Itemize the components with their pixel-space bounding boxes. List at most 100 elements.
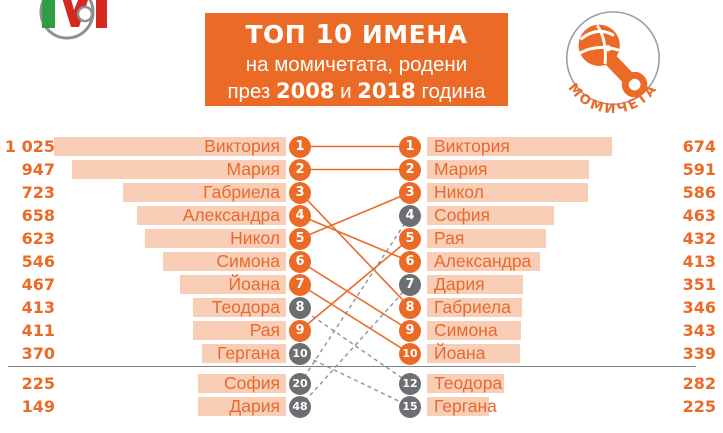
value-label-2018: 339 — [682, 344, 716, 363]
rank-circle-2008: 2 — [289, 158, 311, 181]
name-label: Никол — [230, 228, 280, 248]
top10-divider-line — [8, 366, 696, 367]
value-label-2018: 413 — [682, 252, 716, 271]
rank-circle-2018: 7 — [399, 273, 421, 296]
name-label: Габриела — [434, 297, 511, 317]
rank-circle-2008: 9 — [289, 319, 311, 342]
value-label-2018: 463 — [682, 206, 716, 225]
name-bar-2018: Рая — [427, 229, 546, 248]
name-label: Виктория — [434, 136, 510, 156]
value-label-2008: 467 — [21, 275, 55, 294]
rank-circle-2008: 20 — [289, 372, 311, 395]
value-label-2008: 723 — [21, 183, 55, 202]
name-bar-2018: Никол — [427, 183, 588, 202]
rank-link-solid — [299, 214, 411, 263]
name-bar-2018: Виктория — [427, 137, 612, 156]
name-label: Рая — [249, 320, 280, 340]
value-label-2018: 432 — [682, 229, 716, 248]
rank-link-solid — [299, 260, 411, 332]
value-label-2018: 674 — [682, 137, 716, 156]
year-2008: 2008 — [276, 79, 335, 103]
name-bar-2018: Теодора — [427, 374, 504, 393]
value-label-2008: 623 — [21, 229, 55, 248]
name-label: Виктория — [204, 136, 280, 156]
value-label-2008: 411 — [21, 321, 55, 340]
value-label-2018: 346 — [682, 298, 716, 317]
title-post: ИМЕНА — [352, 20, 468, 49]
name-label: София — [223, 373, 280, 393]
girls-badge: МОМИЧЕТА — [565, 11, 660, 117]
value-label-2008: 370 — [21, 344, 55, 363]
rank-circle-2008: 48 — [289, 395, 311, 418]
name-bar-2008: Никол — [145, 229, 286, 248]
value-label-2018: 586 — [682, 183, 716, 202]
name-bar-2008: Виктория — [54, 137, 286, 156]
name-label: Габриела — [203, 182, 280, 202]
rank-link-dashed — [299, 352, 411, 408]
name-bar-2008: Гергана — [202, 344, 286, 363]
value-label-2008: 947 — [21, 160, 55, 179]
rank-circle-2008: 10 — [289, 342, 311, 365]
rank-link-solid — [299, 283, 411, 355]
rank-circle-2008: 5 — [289, 227, 311, 250]
name-bar-2008: Рая — [193, 321, 286, 340]
rank-link-dashed — [299, 284, 411, 407]
name-label: Рая — [434, 228, 465, 248]
name-label: Александра — [182, 205, 280, 225]
rank-circle-2008: 1 — [289, 135, 311, 158]
name-label: Мария — [226, 159, 281, 179]
page-title: ТОП 10 ИМЕНА — [205, 18, 508, 52]
name-label: Никол — [434, 182, 484, 202]
value-label-2008: 413 — [21, 298, 55, 317]
value-label-2018: 225 — [682, 397, 716, 416]
name-label: Гергана — [434, 396, 497, 416]
name-bar-2008: Симона — [163, 252, 286, 271]
name-bar-2008: Мария — [72, 160, 286, 179]
rank-circle-2018: 1 — [399, 135, 421, 158]
value-label-2008: 1 025 — [4, 137, 55, 156]
rank-circle-2008: 4 — [289, 204, 311, 227]
rank-circle-2018: 9 — [399, 319, 421, 342]
rank-circle-2018: 8 — [399, 296, 421, 319]
value-label-2018: 591 — [682, 160, 716, 179]
name-bar-2008: Теодора — [193, 298, 286, 317]
name-label: Дария — [434, 274, 485, 294]
name-label: Теодора — [211, 297, 280, 317]
rank-link-solid — [299, 191, 411, 240]
rank-circle-2018: 15 — [399, 395, 421, 418]
name-bar-2008: Йоана — [180, 275, 286, 294]
rank-link-dashed — [299, 215, 411, 384]
rank-circle-2018: 12 — [399, 372, 421, 395]
name-bar-2018: Йоана — [427, 344, 520, 363]
rank-link-solid — [299, 191, 411, 309]
subtitle-line1: на момичетата, родени — [245, 53, 468, 76]
subtitle-line2: през 2008 и 2018 година — [227, 79, 486, 103]
title-pre: ТОП — [245, 20, 316, 49]
rank-circle-2018: 4 — [399, 204, 421, 227]
rank-circle-2018: 3 — [399, 181, 421, 204]
year-2018: 2018 — [357, 79, 416, 103]
name-label: София — [434, 205, 491, 225]
title-number: 10 — [315, 20, 353, 50]
name-bar-2018: Мария — [427, 160, 589, 179]
name-bar-2018: Гергана — [427, 397, 497, 416]
name-label: Дария — [229, 396, 280, 416]
logo-green-bar — [42, 0, 55, 28]
rank-circle-2008: 7 — [289, 273, 311, 296]
value-label-2018: 282 — [682, 374, 716, 393]
name-bar-2008: Габриела — [123, 183, 286, 202]
name-label: Александра — [434, 251, 532, 271]
name-bar-2018: Дария — [427, 275, 523, 294]
value-label-2008: 149 — [21, 397, 55, 416]
name-label: Гергана — [217, 343, 280, 363]
name-bar-2018: София — [427, 206, 554, 225]
name-label: Йоана — [434, 343, 486, 363]
name-label: Симона — [216, 251, 280, 271]
rank-circle-2008: 3 — [289, 181, 311, 204]
name-bar-2008: Александра — [137, 206, 286, 225]
value-label-2008: 658 — [21, 206, 55, 225]
name-label: Мария — [434, 159, 488, 179]
logo-small-circle — [76, 5, 94, 23]
name-label: Теодора — [434, 373, 503, 393]
